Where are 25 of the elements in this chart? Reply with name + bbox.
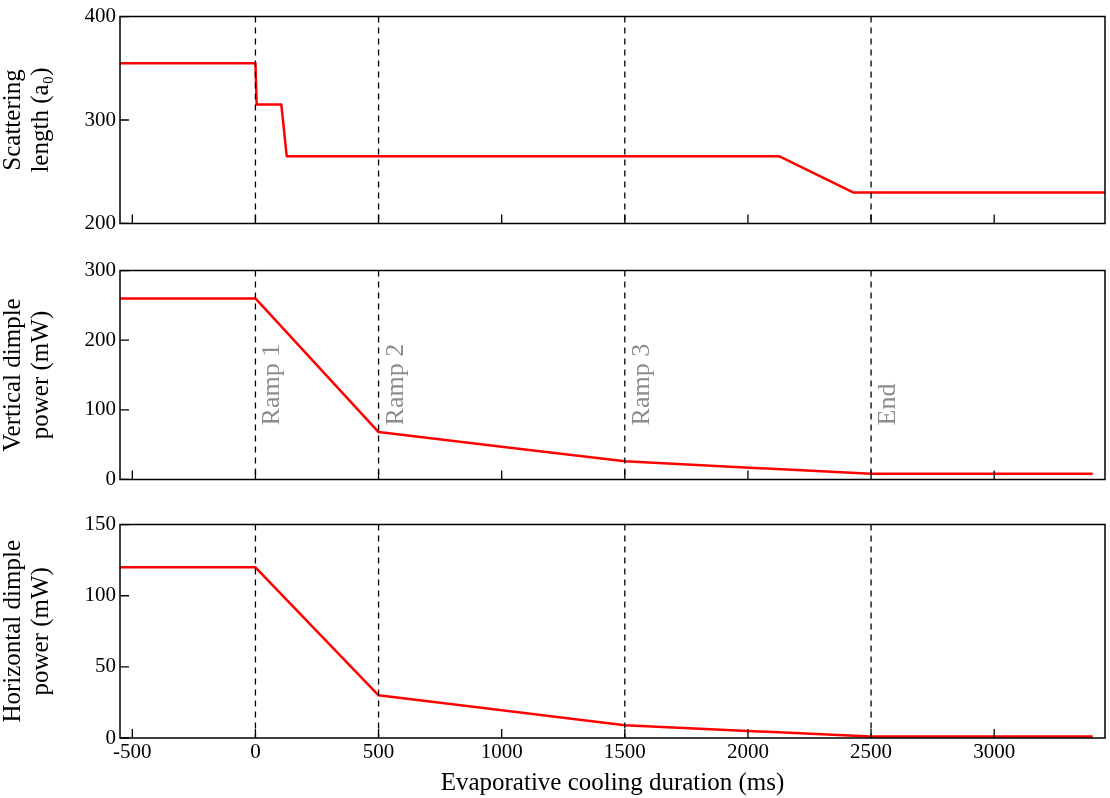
- ref-line-label: End: [872, 383, 902, 426]
- x-tick-label: 1000: [480, 739, 523, 764]
- y-tick-label: 300: [84, 257, 116, 282]
- x-axis-title: Evaporative cooling duration (ms): [440, 767, 785, 796]
- y-tick-label: 200: [84, 209, 116, 234]
- y-tick-label: 400: [84, 3, 116, 28]
- ref-line-label: Ramp 3: [625, 343, 655, 426]
- y-axis-title: Vertical dimple power (mW): [0, 298, 54, 452]
- x-tick-label: 500: [362, 739, 395, 764]
- y-axis-title: Horizontal dimple power (mW): [0, 540, 54, 723]
- y-tick-label: 100: [84, 396, 116, 421]
- x-tick-label: 2500: [850, 739, 893, 764]
- y-tick-label: 200: [84, 326, 116, 351]
- x-tick-label: 2000: [726, 739, 769, 764]
- y-tick-label: 150: [84, 511, 116, 536]
- y-tick-label: 50: [95, 653, 116, 678]
- y-tick-label: 300: [84, 106, 116, 131]
- y-tick-label: 0: [105, 465, 116, 490]
- ref-line-label: Ramp 1: [256, 343, 286, 426]
- y-axis-title: Scattering length (a₀): [0, 67, 54, 173]
- x-tick-label: 1500: [603, 739, 646, 764]
- x-tick-label: 3000: [973, 739, 1016, 764]
- y-tick-label: 100: [84, 582, 116, 607]
- ref-line-label: Ramp 2: [379, 343, 409, 426]
- x-tick-label: 0: [250, 739, 261, 764]
